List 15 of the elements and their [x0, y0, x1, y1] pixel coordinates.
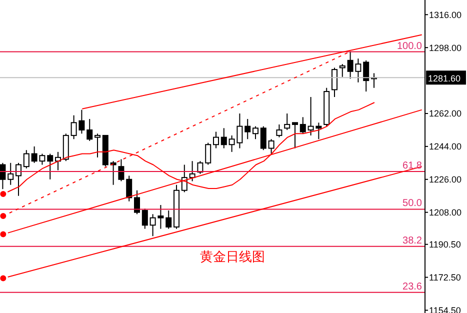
ref-line-label: 1281.60	[428, 74, 461, 84]
annotation: 23.6	[402, 281, 422, 292]
y-tick-label: 1316.00	[429, 10, 462, 20]
annotation: 61.8	[402, 160, 422, 172]
y-tick-label: 1298.00	[429, 42, 462, 53]
annotation: 100.0	[396, 40, 422, 52]
y-tick-label: 1244.00	[429, 142, 462, 152]
y-tick-label: 1190.50	[429, 240, 461, 250]
annotation: 50.0	[402, 198, 422, 210]
y-tick-label: 1226.00	[429, 174, 462, 185]
annotation: 38.2	[402, 235, 422, 246]
y-tick-label: 1262.00	[429, 108, 462, 119]
y-tick-label: 1208.00	[429, 208, 462, 218]
text: 黄金日线图	[200, 249, 265, 266]
y-tick-label: 1172.50	[429, 272, 461, 282]
